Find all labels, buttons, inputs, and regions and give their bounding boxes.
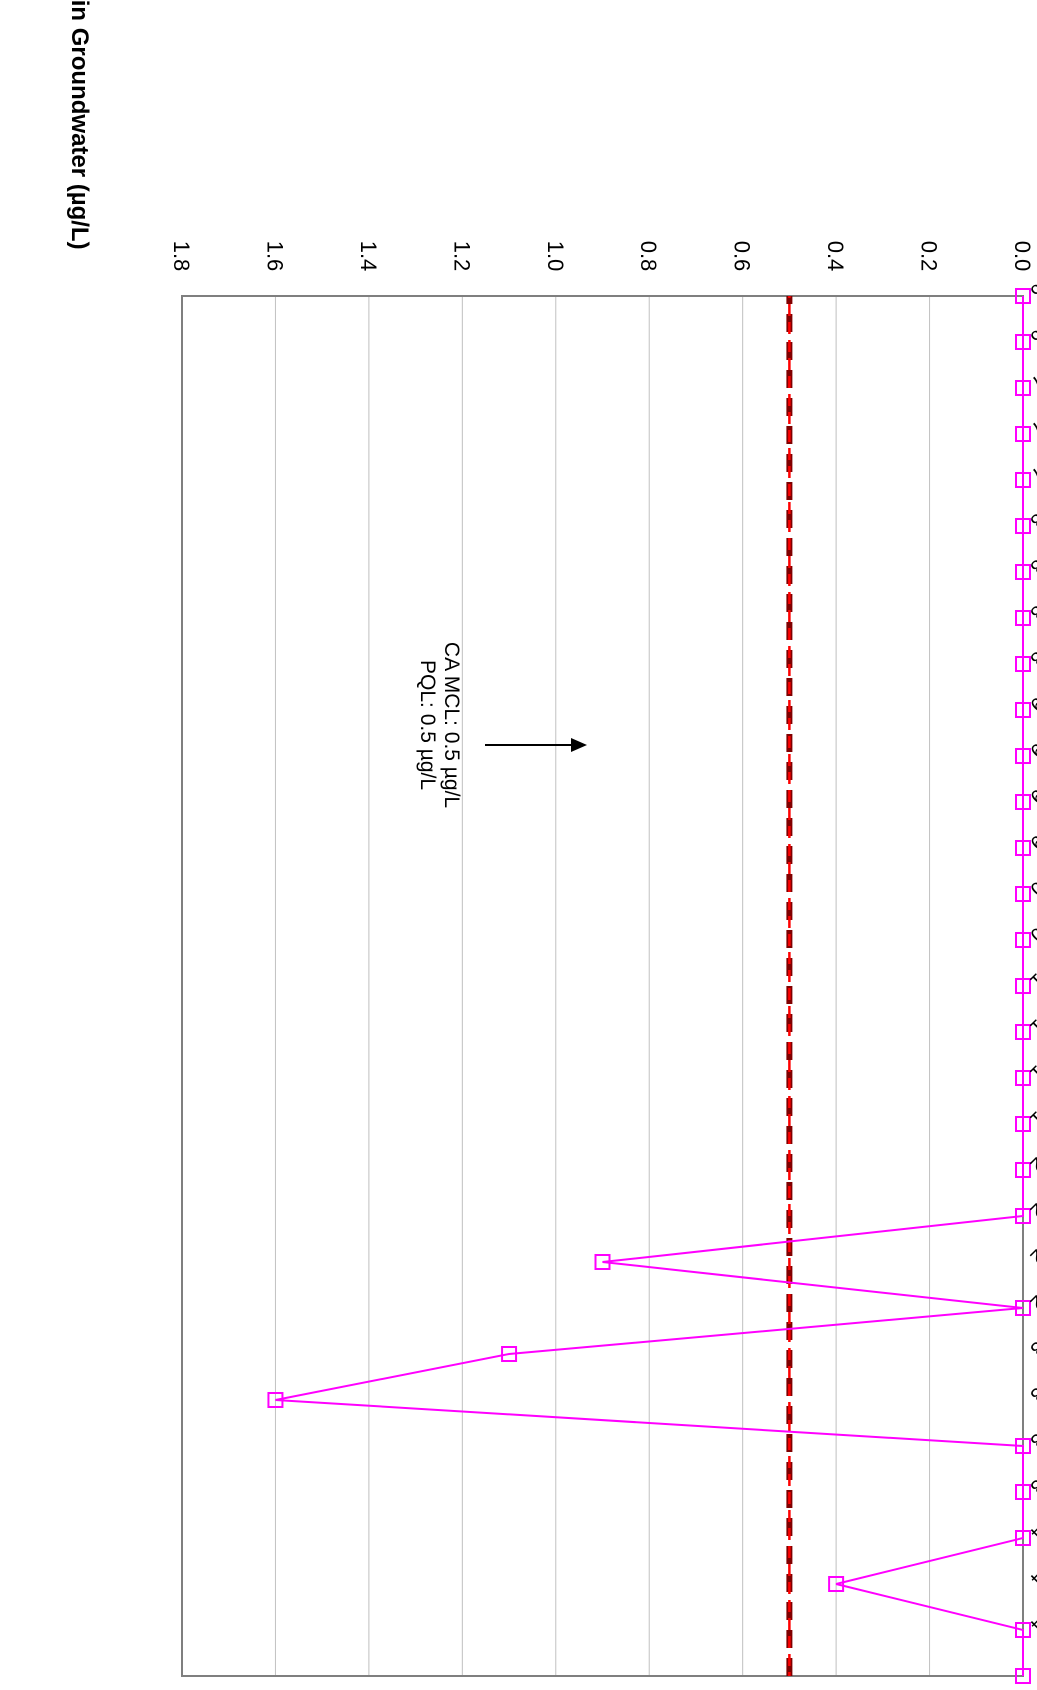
data-point-marker [1015,288,1031,304]
data-point-marker [1015,472,1031,488]
data-point-marker [1015,932,1031,948]
y-tick-label: 1.4 [356,241,381,272]
annotation-mcl: CA MCL: 0.5 µg/L [440,642,463,808]
y-tick-label: 1.8 [169,241,194,272]
y-tick-labels: 0.0 0.2 0.4 0.6 0.8 1.0 1.2 1.4 1.6 1.8 [169,241,1035,272]
category-label: Jan/Feb 1998 [1025,430,1037,532]
category-label: Oct/Nov 2003 [1025,1396,1037,1498]
category-label: August 1999 [1025,713,1037,808]
data-point-marker [1015,794,1031,810]
category-label: Mar/Apr 2000 [1025,799,1037,900]
data-point-marker [594,1254,611,1270]
y-tick-label: 1.0 [543,241,568,272]
data-point-marker [1015,1530,1031,1546]
category-label: Jan/Feb 2002 [1025,1074,1037,1176]
data-point-marker [1015,1622,1031,1638]
category-label: Jul/Aug 2004 [1025,1538,1037,1636]
data-point-marker [1015,1070,1031,1086]
category-label: Oct/Nov 2002 [1025,1212,1037,1314]
data-point-marker [1015,564,1031,580]
y-tick-label: 0.0 [1010,241,1035,272]
category-label: October 2001 [1025,1029,1037,1130]
data-point-marker [1015,978,1031,994]
data-point-marker [1015,656,1031,672]
category-label: Jul/Aug 2000 [1025,848,1037,946]
annotation-group: CA MCL: 0.5 µg/L PQL: 0.5 µg/L [416,642,587,808]
data-point-marker [1015,886,1031,902]
data-point-marker [1015,518,1031,534]
data-point-marker [1015,1162,1031,1178]
category-label: Oct/Nov 1998 [1025,568,1037,670]
category-label: Jul/Aug 2003 [1025,1354,1037,1452]
y-tick-label: 0.8 [636,241,661,272]
y-tick-label: 1.6 [262,241,287,272]
data-point-marker [1015,380,1031,396]
series-line [275,296,1024,1676]
data-point-marker [1015,1484,1031,1500]
category-label: Jan/Feb 2003 [1025,1258,1037,1360]
data-point-marker [828,1576,845,1592]
plot-background [182,296,1023,1676]
data-point-marker [1015,840,1031,856]
annotation-pql: PQL: 0.5 µg/L [416,660,439,790]
category-label: Jul/Aug 1998 [1025,526,1037,624]
category-labels: Aug/Sep 1996Oct/Nov 1996Feb/Mar 1997Jun/… [1025,197,1037,1636]
data-point-marker [1015,748,1031,764]
data-point-marker [501,1346,518,1362]
category-label: Sep/Oct 1997 [1025,384,1037,486]
data-point-marker [1015,610,1031,626]
y-tick-label: 1.2 [449,241,474,272]
data-point-marker [1015,702,1031,718]
y-axis-label: Concentration in Groundwater (µg/L) [66,0,93,250]
y-tick-label: 0.6 [730,241,755,272]
category-label: Jan/Feb 2001 [1025,890,1037,992]
data-point-marker [1015,426,1031,442]
data-point-marker [1015,1668,1031,1684]
data-point-marker [1015,1024,1031,1040]
data-point-marker [1015,1300,1031,1316]
series-layer [267,288,1031,1684]
y-tick-label: 0.2 [917,241,942,272]
data-point-marker [267,1392,284,1408]
y-tick-label: 0.4 [823,241,848,272]
category-label: Jun/Jul 1997 [1025,344,1037,440]
data-point-marker [1015,334,1031,350]
data-point-marker [1015,1208,1031,1224]
data-point-marker [1015,1116,1031,1132]
annotation-arrow-head [571,738,587,752]
data-point-marker [1015,1438,1031,1454]
